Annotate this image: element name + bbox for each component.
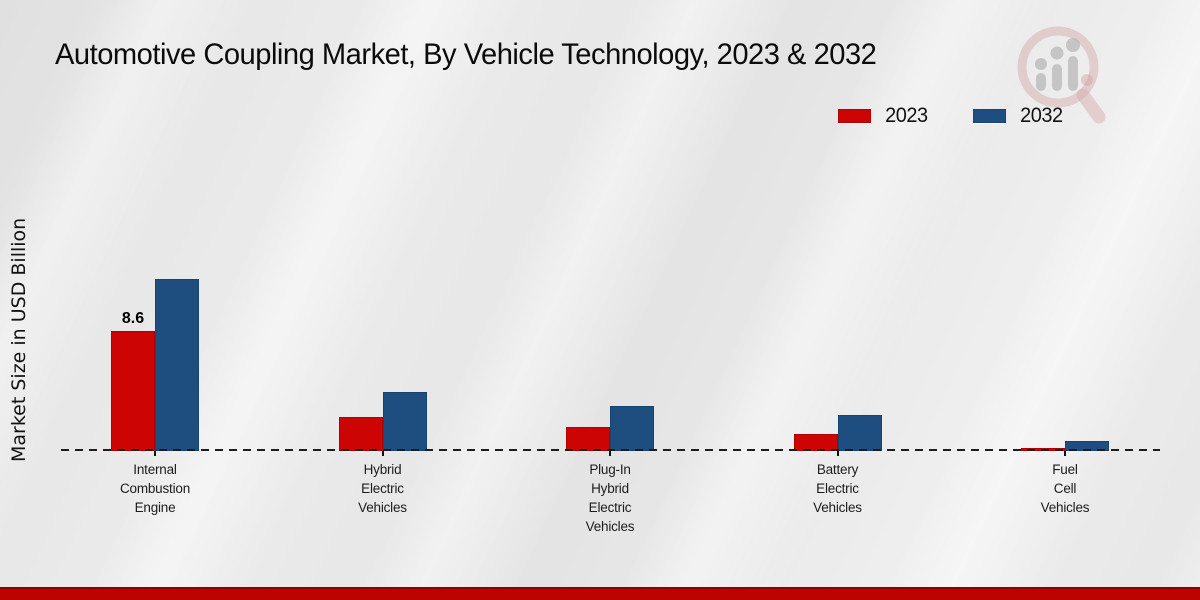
- bar-2032-battery-electric-vehicles: [837, 415, 882, 451]
- x-tick-internal-combustion-engine: [154, 451, 156, 456]
- x-tick-plug-in-hybrid-electric-vehicles: [609, 451, 611, 456]
- bar-2023-hybrid-electric-vehicles: [338, 417, 383, 451]
- category-label-hybrid-electric-vehicles: Hybrid Electric Vehicles: [358, 462, 407, 515]
- category-label-plug-in-hybrid-electric-vehicles: Plug-In Hybrid Electric Vehicles: [585, 462, 635, 534]
- category-label-battery-electric-vehicles: Battery Electric Vehicles: [813, 462, 862, 515]
- chart-title: Automotive Coupling Market, By Vehicle T…: [55, 38, 877, 71]
- legend-label-2032: 2032: [1019, 104, 1063, 127]
- x-tick-hybrid-electric-vehicles: [381, 451, 384, 456]
- category-label-internal-combustion-engine: Internal Combustion Engine: [119, 462, 191, 515]
- baseline-dashed: [61, 449, 1160, 451]
- legend-label-2023: 2023: [885, 104, 928, 127]
- bar-2032-internal-combustion-engine: [155, 279, 199, 451]
- magnifier-bar-chart-logo-icon: [1017, 26, 1106, 124]
- bar-2023-battery-electric-vehicles: [793, 434, 838, 451]
- bar-2023-internal-combustion-engine: [111, 331, 155, 451]
- category-label-fuel-cell-vehicles: Fuel Cell Vehicles: [1040, 462, 1090, 515]
- bar-value-label: 8.6: [121, 310, 145, 327]
- legend: 2023 2032: [838, 104, 1063, 128]
- bar-2023-plug-in-hybrid-electric-vehicles: [566, 427, 610, 451]
- legend-swatch-2023: [838, 109, 871, 123]
- bar-2032-plug-in-hybrid-electric-vehicles: [610, 406, 654, 451]
- bar-2032-hybrid-electric-vehicles: [382, 392, 427, 451]
- x-tick-fuel-cell-vehicles: [1064, 451, 1066, 456]
- bottom-stripe: [0, 587, 1200, 600]
- bar-2032-fuel-cell-vehicles: [1065, 441, 1109, 451]
- legend-swatch-2032: [972, 109, 1006, 123]
- x-tick-battery-electric-vehicles: [836, 451, 839, 456]
